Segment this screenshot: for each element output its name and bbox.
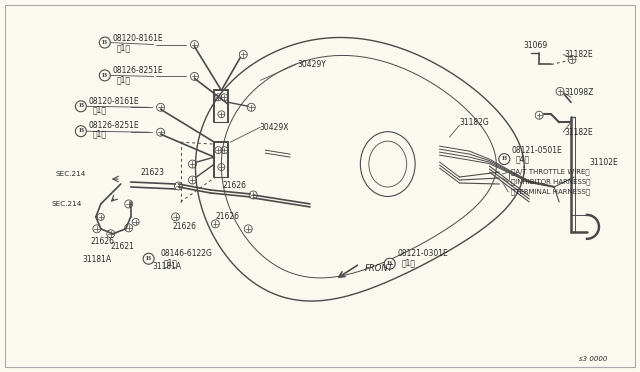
Text: （1）: （1） xyxy=(164,258,177,267)
Text: 21626: 21626 xyxy=(216,212,239,221)
Text: B: B xyxy=(387,261,392,266)
Text: 30429X: 30429X xyxy=(259,123,289,132)
Text: 08126-8251E: 08126-8251E xyxy=(113,66,163,75)
Text: B: B xyxy=(102,40,108,45)
Text: 31182E: 31182E xyxy=(564,128,593,137)
Text: （1）: （1） xyxy=(93,130,107,139)
Text: B: B xyxy=(502,156,507,161)
Text: 21626: 21626 xyxy=(91,237,115,246)
Text: 08146-6122G: 08146-6122G xyxy=(161,249,212,258)
Circle shape xyxy=(384,258,396,269)
Text: （1）: （1） xyxy=(116,43,131,52)
Text: 31182E: 31182E xyxy=(564,50,593,59)
Text: s3 0000: s3 0000 xyxy=(579,356,607,362)
Text: 08121-0301E: 08121-0301E xyxy=(397,249,449,258)
Text: SEC.214: SEC.214 xyxy=(56,171,86,177)
Text: B: B xyxy=(78,103,84,109)
Text: 〈TERMINAL HARNESS〉: 〈TERMINAL HARNESS〉 xyxy=(511,189,591,195)
Text: （4）: （4） xyxy=(515,155,529,164)
Text: 〈1〉: 〈1〉 xyxy=(93,106,107,115)
Circle shape xyxy=(99,70,110,81)
Text: 21621: 21621 xyxy=(111,242,134,251)
Text: 30429Y: 30429Y xyxy=(297,60,326,69)
Text: FRONT: FRONT xyxy=(365,264,394,273)
Text: 31181A: 31181A xyxy=(152,262,182,271)
Circle shape xyxy=(99,37,110,48)
Text: （1）: （1） xyxy=(402,258,416,267)
Text: 〈A/T THROTTLE WIRE〉: 〈A/T THROTTLE WIRE〉 xyxy=(511,169,590,175)
Text: 31098Z: 31098Z xyxy=(564,88,593,97)
Circle shape xyxy=(143,253,154,264)
Text: 08126-8251E: 08126-8251E xyxy=(89,121,140,130)
Text: 08121-0501E: 08121-0501E xyxy=(511,145,562,155)
Text: （1）: （1） xyxy=(116,75,131,84)
Circle shape xyxy=(76,101,86,112)
Text: 21626: 21626 xyxy=(173,222,196,231)
Circle shape xyxy=(499,154,510,164)
Text: 〈INHIBITOR HARNESS〉: 〈INHIBITOR HARNESS〉 xyxy=(511,179,591,185)
Text: B: B xyxy=(146,256,151,261)
Text: 31069: 31069 xyxy=(524,41,547,50)
Text: 08120-8161E: 08120-8161E xyxy=(89,97,140,106)
Text: 31102E: 31102E xyxy=(589,158,618,167)
Text: 08120-8161E: 08120-8161E xyxy=(113,34,163,43)
Circle shape xyxy=(76,126,86,137)
Text: 31181A: 31181A xyxy=(83,255,112,264)
Text: 31182G: 31182G xyxy=(460,118,489,127)
Text: B: B xyxy=(102,73,108,78)
Text: B: B xyxy=(78,128,84,134)
Text: SEC.214: SEC.214 xyxy=(51,201,81,207)
Text: 21626: 21626 xyxy=(222,182,246,190)
Text: 21623: 21623 xyxy=(141,167,164,177)
